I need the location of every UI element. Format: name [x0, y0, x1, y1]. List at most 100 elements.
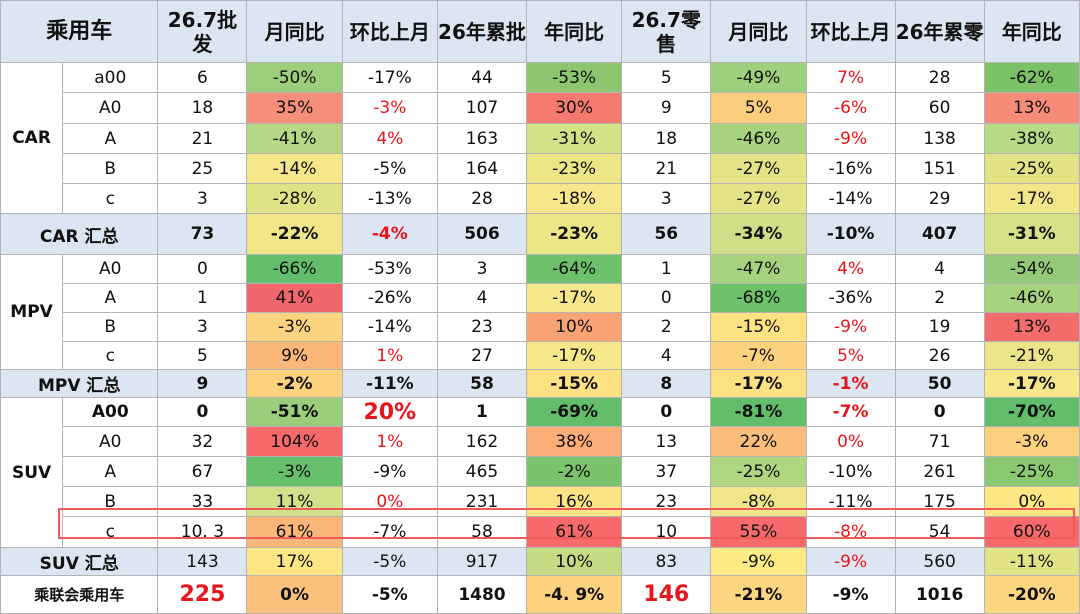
- table-cell: 138: [894, 123, 985, 154]
- table-cell: 32: [157, 426, 248, 457]
- header-retail-mom: 环比上月: [805, 0, 896, 63]
- table-cell: -68%: [710, 283, 807, 313]
- table-cell: 4%: [805, 254, 896, 284]
- table-cell: -23%: [525, 153, 623, 184]
- table-cell: -54%: [983, 254, 1080, 284]
- table-row: B 3 -3% -14% 23 10% 2 -15% -9% 19 13%: [1, 312, 1080, 342]
- table-cell: -47%: [710, 254, 807, 284]
- table-cell: -62%: [983, 62, 1080, 93]
- table-cell: -11%: [983, 547, 1080, 576]
- table-cell: 13%: [983, 92, 1080, 124]
- table-cell: 83: [621, 547, 712, 576]
- table-row: A 1 41% -26% 4 -17% 0 -68% -36% 2 -46%: [1, 283, 1080, 313]
- table-cell: -23%: [525, 213, 623, 255]
- table-cell: 1016: [894, 575, 985, 614]
- table-cell: 73: [157, 213, 248, 255]
- table-row: B 25 -14% -5% 164 -23% 21 -27% -16% 151 -25%: [1, 153, 1080, 184]
- table-cell: -3%: [341, 92, 438, 124]
- table-cell: 9: [157, 369, 248, 398]
- table-cell: -9%: [710, 547, 807, 576]
- table-cell: -28%: [246, 183, 343, 214]
- table-cell: -41%: [246, 123, 343, 154]
- table-cell: 107: [436, 92, 528, 124]
- table-cell: 261: [894, 456, 985, 487]
- table-cell: 61%: [525, 516, 623, 548]
- table-cell: -8%: [805, 516, 896, 548]
- table-cell: 4: [894, 254, 985, 284]
- table-cell: 465: [436, 456, 528, 487]
- segment-label: c: [62, 516, 159, 548]
- table-cell: -66%: [246, 254, 343, 284]
- table-cell: 10%: [525, 547, 623, 576]
- table-cell: 23: [436, 312, 528, 342]
- table-cell: 56: [621, 213, 712, 255]
- header-retail-ytd: 26年累零: [894, 0, 985, 63]
- table-cell: 175: [894, 486, 985, 517]
- table-cell: -46%: [983, 283, 1080, 313]
- table-cell: 21: [157, 123, 248, 154]
- table-cell: -2%: [246, 369, 343, 398]
- table-cell: 26: [894, 341, 985, 370]
- table-row: c 10. 3 61% -7% 58 61% 10 55% -8% 54 60%: [1, 516, 1080, 548]
- table-cell: 2: [621, 312, 712, 342]
- table-cell: -9%: [805, 547, 896, 576]
- subtotal-row: CAR 汇总 73 -22% -4% 506 -23% 56 -34% -10% 407 -31%: [0, 213, 1080, 255]
- table-cell: 5: [157, 341, 248, 370]
- table-cell: -69%: [525, 397, 623, 427]
- table-cell: -26%: [341, 283, 438, 313]
- table-cell: 10: [621, 516, 712, 548]
- category-label: CAR: [0, 62, 64, 214]
- header-wholesale-ytd: 26年累批: [436, 0, 528, 63]
- table-cell: -53%: [341, 254, 438, 284]
- table-cell: 5: [621, 62, 712, 93]
- table-cell: -14%: [246, 153, 343, 184]
- table-row: MPV A0 0 -66% -53% 3 -64% 1 -47% 4% 4 -54%: [0, 254, 1080, 370]
- table-cell: -17%: [525, 341, 623, 370]
- table-cell: -20%: [983, 575, 1080, 614]
- table-row: c 3 -28% -13% 28 -18% 3 -27% -14% 29 -17%: [1, 183, 1080, 214]
- table-cell: 0%: [341, 486, 438, 517]
- table-cell: -6%: [805, 92, 896, 124]
- table-cell: 0: [157, 254, 248, 284]
- segment-label: c: [62, 341, 159, 370]
- table-cell: -14%: [341, 312, 438, 342]
- category-label: SUV: [0, 397, 64, 548]
- table-cell: 67: [157, 456, 248, 487]
- header-wholesale-mom: 环比上月: [341, 0, 438, 63]
- table-cell: -9%: [341, 456, 438, 487]
- table-cell: -9%: [805, 123, 896, 154]
- table-cell: 146: [621, 575, 712, 614]
- table-cell: -31%: [983, 213, 1080, 255]
- table-cell: 0%: [983, 486, 1080, 517]
- table-cell: 54: [894, 516, 985, 548]
- table-cell: 4: [436, 283, 528, 313]
- table-cell: 60: [894, 92, 985, 124]
- table-cell: 27: [436, 341, 528, 370]
- table-cell: 13: [621, 426, 712, 457]
- table-cell: -17%: [983, 369, 1080, 398]
- total-label: 乘联会乘用车: [0, 575, 159, 614]
- table-cell: 1%: [341, 426, 438, 457]
- table-cell: 22%: [710, 426, 807, 457]
- table-cell: 4%: [341, 123, 438, 154]
- segment-label: A: [62, 283, 159, 313]
- table-cell: 3: [157, 183, 248, 214]
- table-cell: 28: [894, 62, 985, 93]
- table-cell: 35%: [246, 92, 343, 124]
- table-cell: -7%: [341, 516, 438, 548]
- table-cell: 231: [436, 486, 528, 517]
- table-cell: 8: [621, 369, 712, 398]
- table-cell: -50%: [246, 62, 343, 93]
- table-cell: 11%: [246, 486, 343, 517]
- table-cell: 1%: [341, 341, 438, 370]
- table-cell: 10%: [525, 312, 623, 342]
- table-cell: 162: [436, 426, 528, 457]
- segment-label: c: [62, 183, 159, 214]
- table-row: A0 18 35% -3% 107 30% 9 5% -6% 60 13%: [1, 92, 1080, 124]
- table-cell: 60%: [983, 516, 1080, 548]
- table-cell: 18: [157, 92, 248, 124]
- table-cell: -17%: [983, 183, 1080, 214]
- table-cell: 5%: [805, 341, 896, 370]
- table-row: SUV A00 0 -51% 20% 1 -69% 0 -81% -7% 0 -70%: [0, 397, 1080, 548]
- table-cell: -3%: [246, 312, 343, 342]
